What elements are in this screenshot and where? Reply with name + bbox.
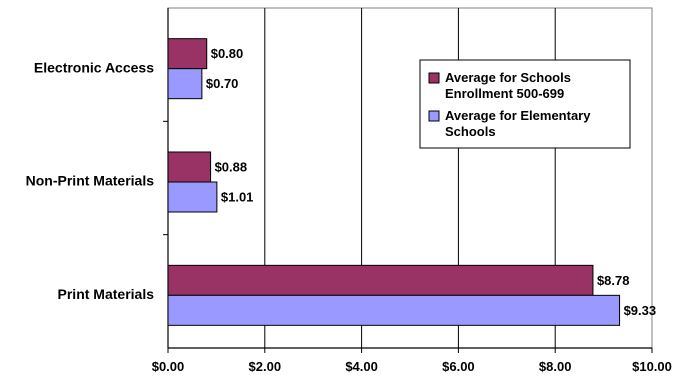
legend-label-series-1: Average for Schools Enrollment 500-699 [445, 70, 571, 101]
x-tick-label: $0.00 [152, 359, 185, 374]
data-label-non-print-materials-series-1: $0.88 [215, 159, 248, 174]
category-label-print-materials: Print Materials [58, 286, 155, 302]
category-label-non-print-materials: Non-Print Materials [26, 173, 155, 189]
data-label-non-print-materials-series-2: $1.01 [221, 189, 254, 204]
data-label-print-materials-series-1: $8.78 [597, 273, 630, 288]
x-tick-label: $8.00 [539, 359, 572, 374]
category-label-electronic-access: Electronic Access [34, 59, 154, 75]
category-labels: Electronic Access Non-Print Materials Prin… [26, 59, 155, 302]
x-tick-label: $2.00 [249, 359, 282, 374]
legend-label-series-2: Average for Elementary Schools [445, 108, 591, 139]
bar-electronic-access-series-1 [167, 38, 208, 70]
legend-swatch-series-1 [428, 72, 440, 84]
bar-print-materials-series-1 [167, 264, 594, 296]
x-tick-label: $4.00 [345, 359, 378, 374]
bars [167, 38, 621, 326]
data-label-electronic-access-series-1: $0.80 [211, 46, 244, 61]
legend-swatch-series-2 [428, 110, 440, 122]
bar-electronic-access-series-2 [167, 68, 203, 100]
x-tick-label: $10.00 [632, 359, 672, 374]
data-label-print-materials-series-2: $9.33 [624, 303, 657, 318]
legend-box [419, 59, 631, 149]
data-label-electronic-access-series-2: $0.70 [206, 76, 239, 91]
y-axis [163, 8, 169, 348]
data-labels: $0.80 $0.70 $0.88 $1.01 $8.78 $9.33 [206, 46, 656, 318]
bar-non-print-materials-series-1 [167, 151, 212, 183]
bar-print-materials-series-2 [167, 294, 621, 326]
x-axis: $0.00 $2.00 $4.00 $6.00 $8.00 $10.00 [152, 347, 672, 374]
legend: Average for Schools Enrollment 500-699 Ave… [419, 59, 631, 149]
bar-non-print-materials-series-2 [167, 181, 218, 213]
x-tick-label: $6.00 [442, 359, 475, 374]
